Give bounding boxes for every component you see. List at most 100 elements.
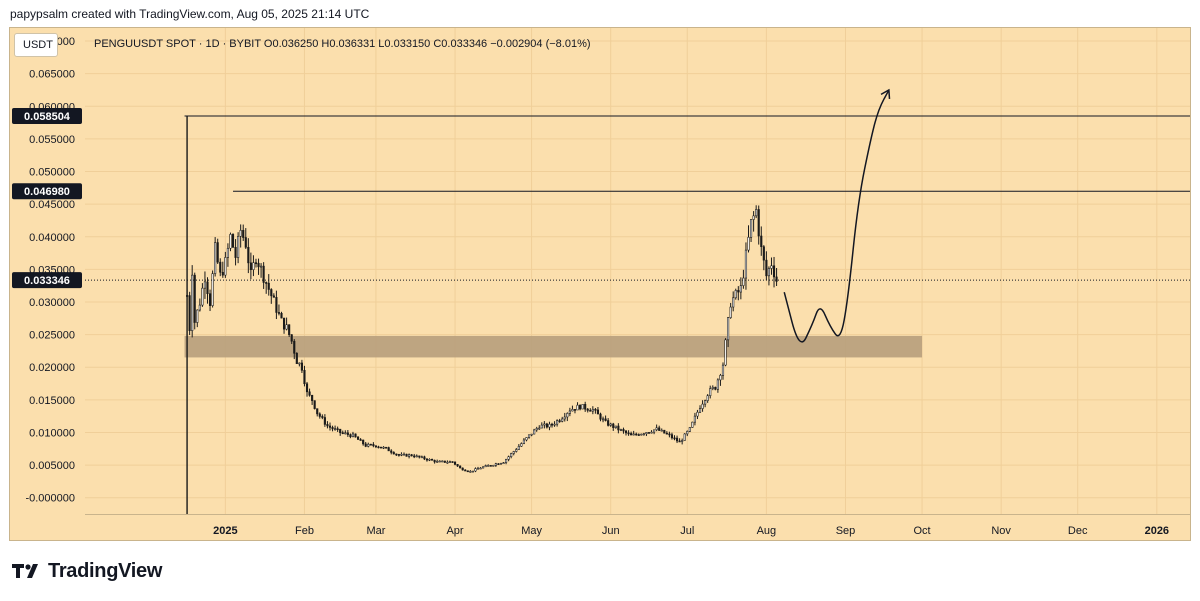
candle-body <box>737 290 740 293</box>
candle-body <box>505 459 508 463</box>
candle-body <box>441 460 444 463</box>
candle-body <box>693 415 696 423</box>
candle-body <box>308 391 311 396</box>
candle-body <box>576 404 579 411</box>
candle-body <box>453 461 457 465</box>
candle-body <box>619 429 622 431</box>
x-tick-label: Feb <box>295 525 314 537</box>
candle-body <box>607 420 610 426</box>
candle-body <box>237 236 240 258</box>
candle-body <box>326 424 329 427</box>
candle-body <box>262 265 265 283</box>
candle-body <box>487 465 490 467</box>
chart-pane[interactable] <box>85 28 1190 514</box>
candle-body <box>420 456 423 459</box>
tradingview-logo-icon <box>12 564 38 578</box>
candle-body <box>550 423 554 426</box>
candle-body <box>632 433 635 436</box>
candle-body <box>709 388 712 396</box>
candle-body <box>425 458 429 461</box>
candle-body <box>556 420 559 425</box>
candle-body <box>772 265 776 278</box>
price-axis[interactable]: 0.0700000.0650000.0600000.0550000.050000… <box>10 28 85 542</box>
candle-body <box>277 312 281 314</box>
y-tick-label: 0.010000 <box>29 427 75 439</box>
candle-body <box>356 436 360 440</box>
candle-body <box>594 408 597 411</box>
candle-body <box>318 413 321 417</box>
candle-body <box>451 461 454 463</box>
candle-body <box>257 262 260 268</box>
candle-body <box>193 274 196 323</box>
candle-body <box>609 423 612 426</box>
candle-body <box>392 452 395 455</box>
candle-body <box>591 408 594 412</box>
candle-body <box>727 317 730 341</box>
candle-body <box>494 463 497 466</box>
candle-body <box>275 297 278 313</box>
chart-frame: 0.0700000.0650000.0600000.0550000.050000… <box>9 27 1191 541</box>
candle-body <box>474 468 477 472</box>
candle-body <box>359 439 362 441</box>
candle-body <box>191 274 194 331</box>
candle-body <box>446 461 449 464</box>
candle-body <box>244 237 247 248</box>
candle-body <box>653 429 656 433</box>
candle-body <box>561 418 564 422</box>
candle-body <box>410 454 413 457</box>
footer-brand: TradingView <box>12 558 162 584</box>
candle-body <box>239 229 242 237</box>
candle-body <box>507 456 510 460</box>
candle-body <box>739 285 742 293</box>
candle-body <box>408 454 411 457</box>
candle-body <box>510 453 513 457</box>
candle-body <box>601 418 605 421</box>
candle-body <box>655 427 658 431</box>
candle-body <box>382 446 385 449</box>
candle-body <box>711 386 714 389</box>
candle-body <box>313 400 316 409</box>
candle-body <box>270 289 273 297</box>
candle-body <box>367 443 370 447</box>
candle-body <box>749 219 753 238</box>
x-tick-label: Dec <box>1068 525 1088 537</box>
candle-body <box>543 423 546 426</box>
candle-body <box>229 234 232 249</box>
candle-body <box>691 421 694 428</box>
candle-body <box>522 439 526 444</box>
candle-body <box>484 465 487 468</box>
candle-body <box>579 404 582 410</box>
candle-body <box>527 434 531 438</box>
candle-body <box>596 409 600 415</box>
y-tick-label: 0.015000 <box>29 395 75 407</box>
candle-body <box>438 460 441 463</box>
candle-body <box>658 427 661 431</box>
candle-body <box>704 400 707 405</box>
time-axis[interactable]: 2025 Feb Mar Apr May Jun Jul Aug Sep Oct Nov Dec 202… <box>85 514 1190 543</box>
candle-body <box>303 369 306 385</box>
candle-body <box>515 449 518 452</box>
currency-button[interactable]: USDT <box>14 33 58 57</box>
candle-body <box>586 408 589 411</box>
candle-body <box>300 362 303 371</box>
candle-body <box>400 454 403 456</box>
candle-body <box>612 423 615 428</box>
candle-body <box>512 451 515 454</box>
candle-body <box>670 434 674 439</box>
candle-body <box>755 209 758 217</box>
candle-body <box>724 339 727 366</box>
candle-body <box>497 463 500 466</box>
candle-body <box>489 465 492 467</box>
candle-body <box>640 433 643 436</box>
candle-body <box>701 403 704 409</box>
y-tick-label: 0.020000 <box>29 362 75 374</box>
x-tick-label: Jul <box>680 525 694 537</box>
candle-body <box>436 460 439 463</box>
candle-body <box>374 445 377 448</box>
candle-body <box>681 440 684 442</box>
candle-body <box>208 293 212 306</box>
price-tag-label: 0.033346 <box>24 275 70 287</box>
candle-body <box>254 262 258 264</box>
symbol-legend: PENGUUSDT SPOT · 1D · BYBIT O0.036250 H0… <box>94 38 591 50</box>
candle-body <box>328 425 332 428</box>
